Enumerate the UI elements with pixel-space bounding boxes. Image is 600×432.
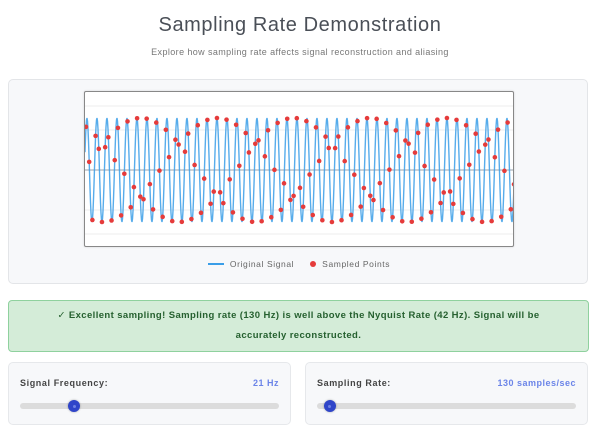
sampling-control: Sampling Rate: 130 samples/sec bbox=[305, 362, 588, 425]
frequency-slider-thumb[interactable] bbox=[68, 400, 81, 412]
dot-swatch-icon bbox=[310, 261, 317, 267]
sampling-slider[interactable] bbox=[317, 400, 576, 412]
signal-chart bbox=[84, 91, 514, 247]
sampling-slider-thumb[interactable] bbox=[323, 400, 336, 412]
frequency-slider[interactable] bbox=[20, 400, 279, 412]
legend-label-original: Original Signal bbox=[229, 259, 295, 269]
frequency-control: Signal Frequency: 21 Hz bbox=[8, 362, 291, 425]
chart-card: Original Signal Sampled Points bbox=[8, 79, 588, 284]
frequency-value: 21 Hz bbox=[252, 378, 279, 388]
sampling-label: Sampling Rate: bbox=[317, 378, 391, 388]
legend-label-sampled: Sampled Points bbox=[322, 259, 391, 269]
page-subtitle: Explore how sampling rate affects signal… bbox=[151, 47, 449, 57]
chart-legend: Original Signal Sampled Points bbox=[9, 259, 589, 269]
status-message: ✓ Excellent sampling! Sampling rate (130… bbox=[8, 300, 589, 352]
frequency-label: Signal Frequency: bbox=[20, 378, 109, 388]
legend-item-sampled[interactable]: Sampled Points bbox=[310, 259, 390, 269]
signal-plot bbox=[85, 105, 513, 235]
legend-item-original[interactable]: Original Signal bbox=[207, 259, 295, 269]
sampling-value: 130 samples/sec bbox=[497, 378, 576, 388]
page-title: Sampling Rate Demonstration bbox=[158, 14, 442, 36]
status-text: ✓ Excellent sampling! Sampling rate (130… bbox=[57, 310, 540, 341]
line-swatch-icon bbox=[207, 263, 224, 265]
